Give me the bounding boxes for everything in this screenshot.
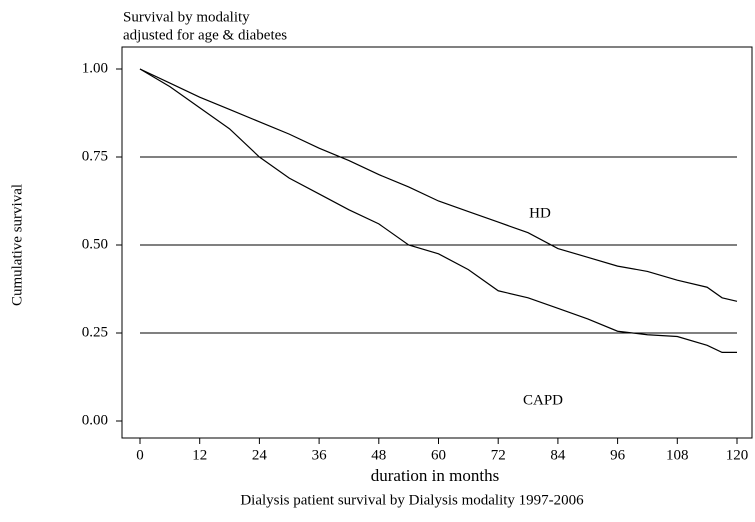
survival-curve [139,68,737,353]
x-axis-label: duration in months [371,466,499,485]
x-tick-label: 24 [252,447,268,463]
x-tick-label: 0 [136,447,144,463]
y-tick-label: 1.00 [82,60,108,76]
x-tick-label: 72 [491,447,506,463]
survival-curve [139,68,738,302]
x-tick-label: 36 [312,447,328,463]
x-tick-label: 108 [666,447,689,463]
x-tick-label: 96 [610,447,626,463]
y-tick-label: 0.50 [82,236,108,252]
chart-subtitle: adjusted for age & diabetes [123,27,287,43]
caption: Dialysis patient survival by Dialysis mo… [240,492,584,508]
y-axis-label: Cumulative survival [9,184,25,306]
chart-title: Survival by modality [123,9,250,25]
y-tick-label: 0.75 [82,148,108,164]
series-label: HD [529,205,551,221]
y-tick-label: 0.00 [82,412,108,428]
x-tick-label: 120 [726,447,749,463]
x-tick-label: 60 [431,447,446,463]
y-tick-label: 0.25 [82,324,108,340]
series-label: CAPD [523,392,563,408]
plot-frame [121,46,753,439]
x-tick-label: 12 [192,447,207,463]
x-tick-label: 84 [550,447,566,463]
x-tick-label: 48 [371,447,386,463]
